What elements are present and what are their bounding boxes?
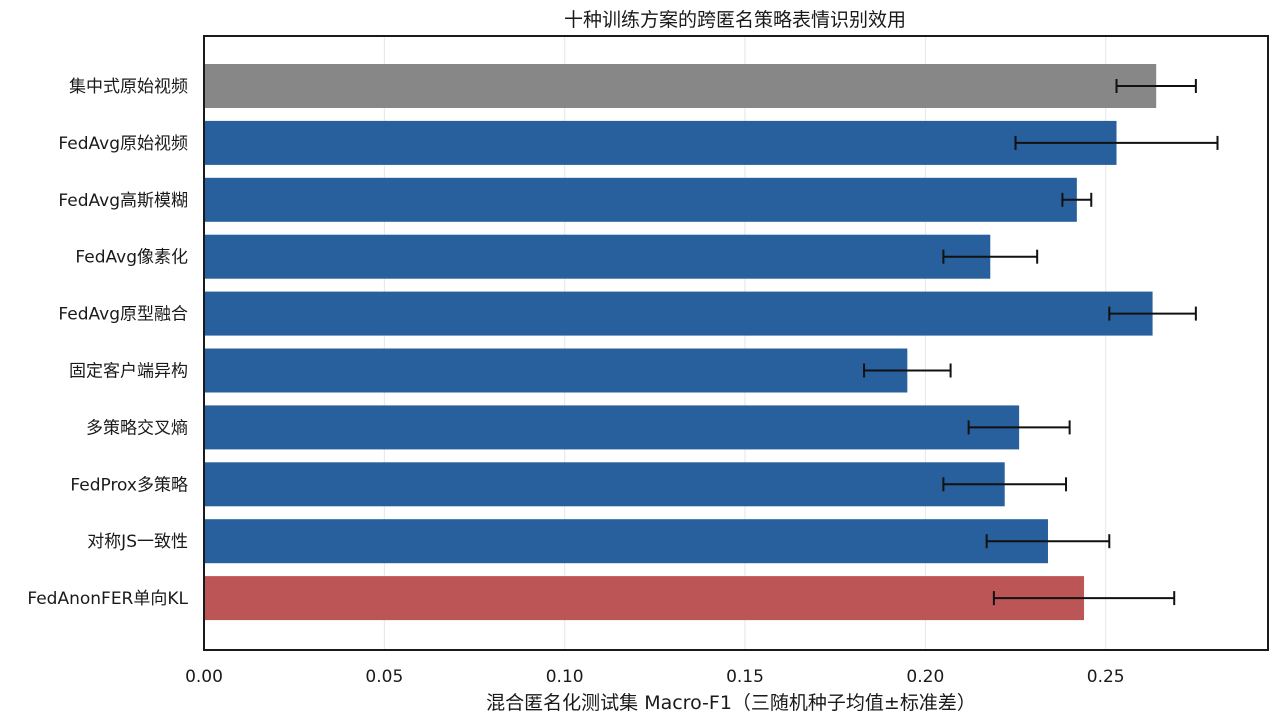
bar (204, 405, 1020, 450)
x-tick-labels: 0.00 0.05 0.10 0.15 0.20 0.25 (185, 667, 1125, 687)
y-tick-labels: 集中式原始视频 FedAvg原始视频 FedAvg高斯模糊 FedAvg像素化 FedA… (27, 77, 188, 609)
y-tick-label: FedAvg像素化 (75, 248, 188, 268)
bar (204, 519, 1048, 564)
x-tick-label: 0.20 (906, 667, 944, 687)
x-tick-label: 0.25 (1087, 667, 1125, 687)
error-bars (863, 79, 1219, 606)
y-tick-label: 固定客户端异构 (69, 362, 188, 382)
bar (204, 234, 991, 279)
y-tick-label: 集中式原始视频 (69, 77, 188, 97)
bar (204, 291, 1153, 336)
y-tick-label: FedAvg高斯模糊 (58, 191, 188, 211)
bar (204, 120, 1117, 165)
bar (204, 177, 1077, 222)
y-tick-label: FedAvg原始视频 (58, 134, 188, 154)
y-tick-label: FedAnonFER单向KL (27, 589, 188, 609)
bar (204, 348, 908, 393)
y-tick-label: 多策略交叉熵 (86, 418, 188, 438)
x-axis-label: 混合匿名化测试集 Macro-F1（三随机种子均值±标准差） (486, 692, 976, 714)
bars (204, 64, 1157, 621)
bar (204, 64, 1157, 108)
y-tick-label: FedAvg原型融合 (58, 305, 188, 325)
bar (204, 576, 1085, 621)
x-tick-label: 0.15 (726, 667, 764, 687)
y-tick-label: 对称JS一致性 (87, 532, 188, 552)
chart-title: 十种训练方案的跨匿名策略表情识别效用 (564, 9, 906, 31)
y-tick-label: FedProx多策略 (70, 475, 188, 495)
x-tick-label: 0.00 (185, 667, 223, 687)
x-tick-label: 0.05 (365, 667, 403, 687)
plot-frame (203, 35, 1269, 651)
x-tick-label: 0.10 (546, 667, 584, 687)
bar (204, 462, 1005, 507)
